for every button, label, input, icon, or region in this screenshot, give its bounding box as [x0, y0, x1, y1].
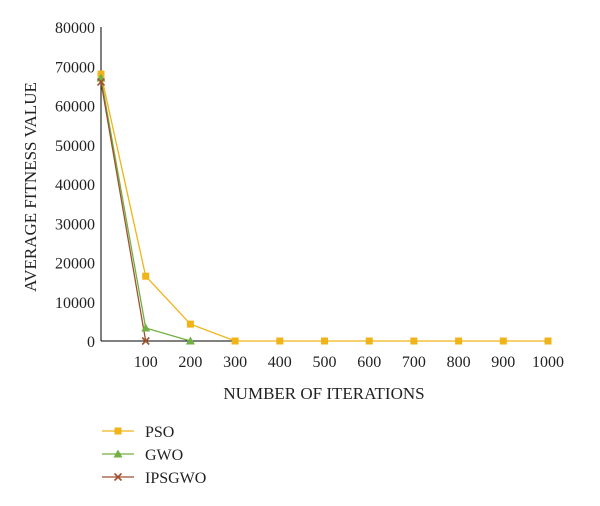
data-point-pso: [455, 337, 463, 345]
y-tick-label: 40000: [55, 177, 95, 194]
data-point-pso: [410, 337, 418, 345]
legend-item-ipsgwo: IPSGWO: [102, 470, 206, 487]
x-tick-label: 800: [447, 354, 471, 371]
legend-marker-ipsgwo: [113, 472, 123, 482]
y-tick-label: 50000: [55, 138, 95, 155]
data-point-pso: [365, 337, 373, 345]
y-tick-label: 30000: [55, 216, 95, 233]
legend-item-gwo: GWO: [102, 447, 183, 464]
data-point-pso: [321, 337, 328, 345]
y-tick-label: 20000: [55, 256, 95, 273]
data-point-ipsgwo: [96, 77, 106, 87]
series-line-gwo: [100, 77, 191, 342]
x-tick-label: 400: [268, 354, 292, 371]
x-tick-label: 500: [313, 354, 337, 371]
legend-item-pso: PSO: [102, 424, 174, 441]
x-tick-label: 300: [223, 354, 247, 371]
data-point-gwo: [141, 323, 151, 332]
y-axis-title: AVERAGE FITNESS VALUE: [21, 82, 40, 292]
data-point-gwo: [185, 336, 195, 345]
series-layer: [96, 70, 552, 346]
y-tick-label: 10000: [55, 295, 95, 312]
x-tick-label: 900: [491, 354, 515, 371]
y-tick-label: 80000: [55, 20, 95, 37]
data-point-pso: [276, 337, 284, 345]
x-tick-label: 200: [178, 354, 202, 371]
y-tick-label: 60000: [55, 99, 95, 116]
x-tick-label: 600: [357, 354, 381, 371]
legend-label-ipsgwo: IPSGWO: [145, 470, 206, 487]
y-tick-label: 70000: [55, 59, 95, 76]
data-point-pso: [499, 337, 507, 345]
x-tick-label: 1000: [532, 354, 564, 371]
data-point-pso: [186, 320, 194, 328]
series-line-pso: [100, 73, 548, 342]
x-tick-label: 700: [402, 354, 426, 371]
data-point-pso: [544, 337, 552, 345]
data-point-ipsgwo: [141, 336, 150, 346]
axes: 0 10000 20000 30000 40000 50000 60000 70000 8000…: [55, 20, 564, 371]
legend-marker-pso: [114, 427, 122, 435]
series-line-ipsgwo: [100, 81, 147, 342]
legend-label-pso: PSO: [145, 424, 174, 441]
legend-label-gwo: GWO: [145, 447, 183, 464]
x-axis-title: NUMBER OF ITERATIONS: [223, 384, 424, 403]
x-tick-label: 100: [134, 354, 158, 371]
data-point-pso: [231, 337, 239, 345]
legend: PSO GWO IPSGWO: [102, 424, 206, 487]
data-point-pso: [142, 272, 150, 280]
y-tick-label: 0: [87, 334, 95, 351]
legend-marker-gwo: [113, 449, 123, 458]
